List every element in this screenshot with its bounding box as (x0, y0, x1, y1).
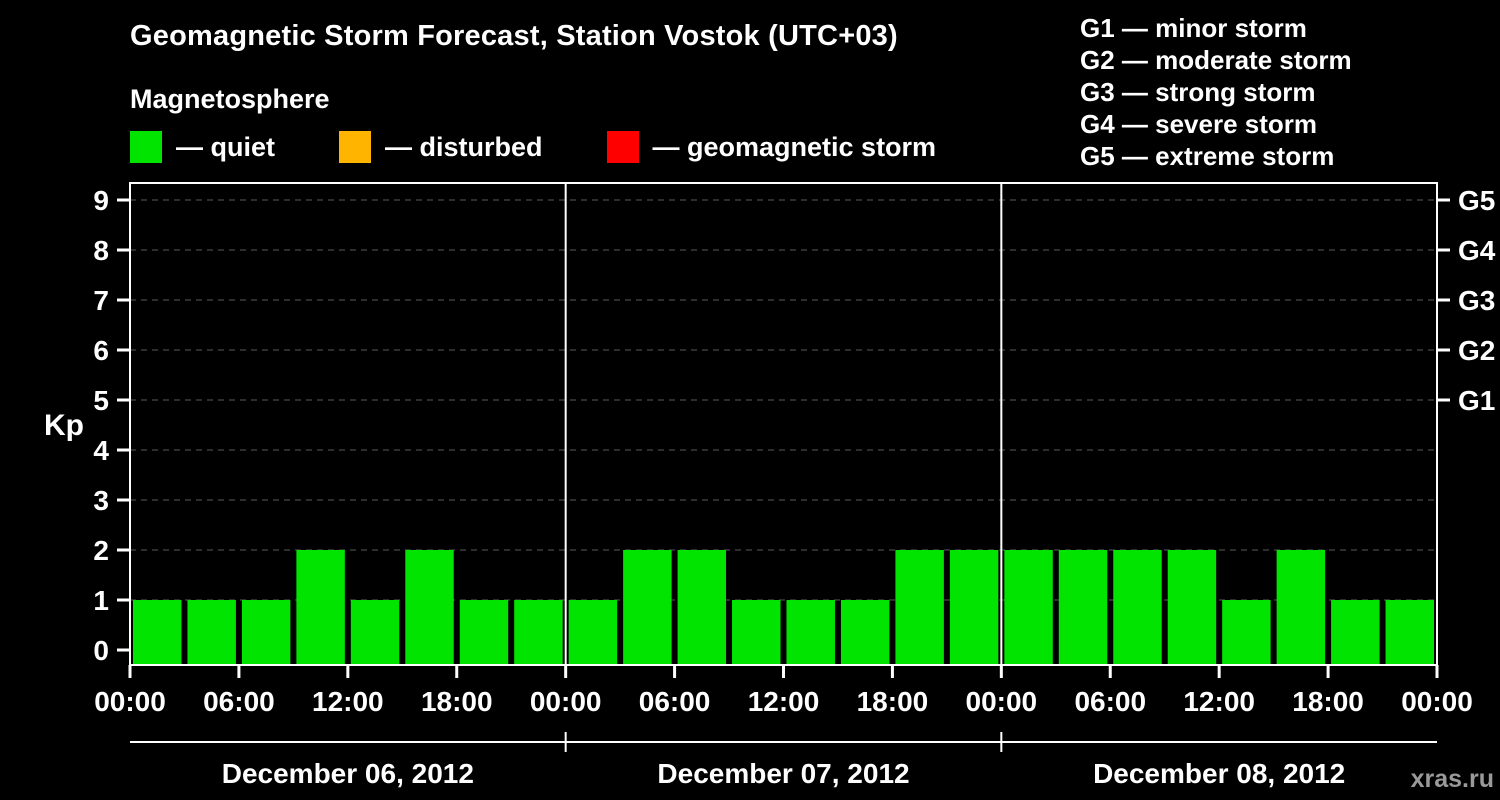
y-axis-title: Kp (44, 409, 84, 442)
y-tick-label: 4 (93, 435, 109, 466)
y-tick-label: 0 (93, 635, 109, 666)
kp-bar (187, 600, 236, 665)
date-label: December 07, 2012 (657, 758, 909, 789)
legend-label-quiet: — quiet (176, 131, 275, 162)
legend-swatch-disturbed (339, 131, 371, 163)
kp-bar (786, 600, 835, 665)
kp-bar (241, 600, 291, 665)
kp-bar (1385, 600, 1434, 665)
x-tick-label: 06:00 (1074, 686, 1146, 717)
kp-bar (133, 600, 182, 665)
kp-bar (1058, 550, 1108, 665)
kp-bar (1276, 550, 1326, 665)
page-title: Geomagnetic Storm Forecast, Station Vost… (130, 20, 898, 52)
date-label: December 08, 2012 (1093, 758, 1345, 789)
x-tick-label: 12:00 (1183, 686, 1255, 717)
y-tick-label: 6 (93, 335, 109, 366)
x-tick-label: 18:00 (857, 686, 929, 717)
g-scale-label: G2 (1458, 335, 1495, 366)
storm-scale-line-5: G5 — extreme storm (1080, 141, 1335, 171)
g-scale-label: G5 (1458, 185, 1495, 216)
kp-bar (623, 550, 672, 665)
g-scale-label: G4 (1458, 235, 1496, 266)
x-tick-label: 00:00 (1401, 686, 1473, 717)
kp-bar (732, 600, 781, 665)
legend-label-storm: — geomagnetic storm (652, 131, 937, 162)
kp-bar (1167, 550, 1217, 665)
x-tick-label: 00:00 (530, 686, 602, 717)
x-tick-label: 06:00 (203, 686, 275, 717)
storm-scale-line-2: G2 — moderate storm (1080, 45, 1352, 75)
legend-item-quiet: — quiet (130, 131, 275, 163)
y-tick-label: 3 (93, 485, 109, 516)
storm-scale-legend: G1 — minor storm G2 — moderate storm G3 — … (1080, 12, 1352, 172)
kp-bar (514, 600, 563, 665)
y-tick-label: 9 (93, 185, 109, 216)
legend-swatch-storm (606, 131, 639, 163)
kp-bar (350, 600, 400, 665)
legend-item-disturbed: — disturbed (339, 131, 543, 163)
y-tick-label: 7 (93, 285, 109, 316)
x-tick-label: 18:00 (1292, 686, 1364, 717)
kp-bar (459, 600, 509, 665)
kp-bar (1113, 550, 1162, 665)
kp-bar (1222, 600, 1271, 665)
x-tick-label: 06:00 (639, 686, 711, 717)
x-tick-label: 00:00 (966, 686, 1038, 717)
kp-bar (1331, 600, 1380, 665)
storm-scale-line-1: G1 — minor storm (1080, 13, 1307, 43)
watermark: xras.ru (1410, 765, 1494, 793)
activity-legend: — quiet — disturbed — geomagnetic storm (130, 131, 1000, 163)
kp-bar (568, 600, 618, 665)
x-tick-label: 00:00 (94, 686, 166, 717)
date-label: December 06, 2012 (222, 758, 474, 789)
x-tick-label: 12:00 (312, 686, 384, 717)
chart-subtitle: Magnetosphere (130, 84, 330, 114)
kp-bar (296, 550, 345, 665)
legend-label-disturbed: — disturbed (385, 131, 543, 162)
x-tick-label: 12:00 (748, 686, 820, 717)
legend-swatch-quiet (130, 131, 162, 163)
kp-bar (405, 550, 454, 665)
kp-bar (677, 550, 727, 665)
storm-scale-line-4: G4 — severe storm (1080, 109, 1318, 139)
y-tick-label: 8 (93, 235, 109, 266)
x-tick-label: 18:00 (421, 686, 493, 717)
g-scale-label: G3 (1458, 285, 1495, 316)
kp-bar (840, 600, 890, 665)
kp-bar (895, 550, 944, 665)
legend-item-storm: — geomagnetic storm (606, 131, 937, 163)
storm-scale-line-3: G3 — strong storm (1080, 77, 1316, 107)
y-tick-label: 2 (93, 535, 109, 566)
kp-bar (949, 550, 999, 665)
y-tick-label: 1 (93, 585, 109, 616)
y-tick-label: 5 (93, 385, 109, 416)
g-scale-label: G1 (1458, 385, 1495, 416)
kp-bar (1004, 550, 1053, 665)
